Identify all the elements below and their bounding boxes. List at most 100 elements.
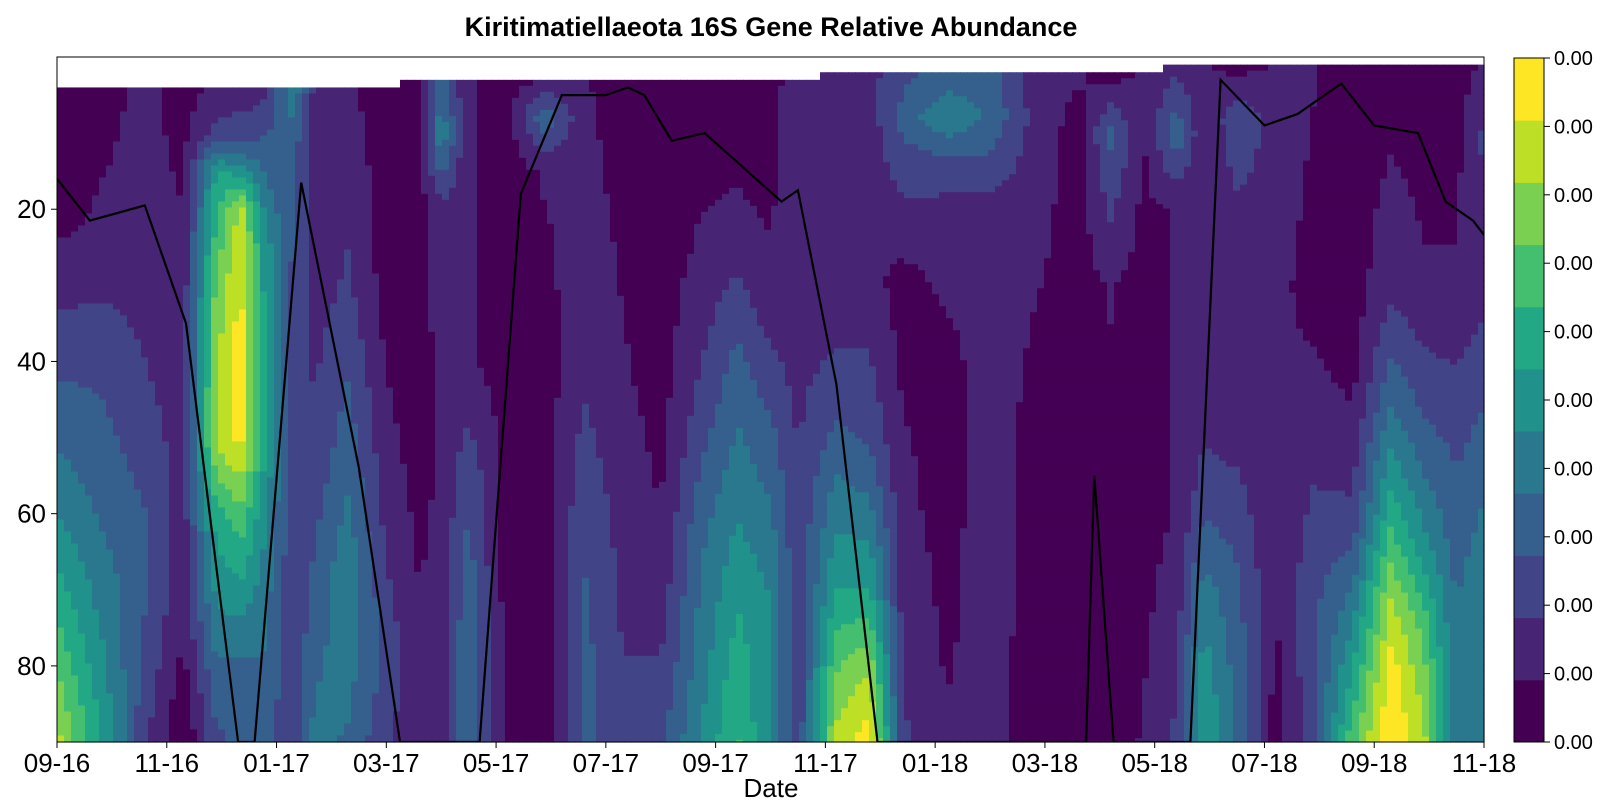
heatmap-cell bbox=[239, 423, 247, 430]
heatmap-cell bbox=[288, 489, 296, 496]
heatmap-cell bbox=[197, 561, 205, 568]
heatmap-cell bbox=[183, 531, 191, 538]
heatmap-cell bbox=[64, 609, 72, 616]
heatmap-cell bbox=[162, 495, 170, 502]
heatmap-cell bbox=[281, 189, 289, 196]
heatmap-cell bbox=[274, 549, 282, 556]
heatmap-cell bbox=[288, 663, 296, 670]
heatmap-cell bbox=[372, 297, 380, 304]
heatmap-cell bbox=[134, 363, 142, 370]
heatmap-cell bbox=[302, 495, 310, 502]
heatmap-cell bbox=[155, 117, 163, 124]
heatmap-cell bbox=[316, 363, 324, 370]
heatmap-cell bbox=[351, 555, 359, 562]
heatmap-cell bbox=[148, 333, 156, 340]
heatmap-cell bbox=[281, 429, 289, 436]
heatmap-cell bbox=[99, 141, 107, 148]
heatmap-cell bbox=[330, 657, 338, 664]
heatmap-cell bbox=[176, 597, 184, 604]
heatmap-cell bbox=[302, 237, 310, 244]
heatmap-cell bbox=[57, 195, 65, 202]
heatmap-cell bbox=[134, 267, 142, 274]
heatmap-cell bbox=[337, 609, 345, 616]
heatmap-cell bbox=[288, 447, 296, 454]
heatmap-cell bbox=[330, 717, 338, 724]
heatmap-cell bbox=[71, 507, 79, 514]
heatmap-cell bbox=[64, 243, 72, 250]
heatmap-cell bbox=[127, 621, 135, 628]
heatmap-cell bbox=[78, 387, 86, 394]
heatmap-cell bbox=[288, 567, 296, 574]
heatmap-cell bbox=[323, 609, 331, 616]
heatmap-cell bbox=[302, 657, 310, 664]
heatmap-cell bbox=[316, 207, 324, 214]
heatmap-cell bbox=[253, 465, 261, 472]
heatmap-cell bbox=[92, 525, 100, 532]
heatmap-cell bbox=[218, 423, 226, 430]
heatmap-cell bbox=[141, 393, 149, 400]
heatmap-cell bbox=[71, 291, 79, 298]
heatmap-cell bbox=[330, 609, 338, 616]
heatmap-cell bbox=[169, 99, 177, 106]
heatmap-cell bbox=[288, 423, 296, 430]
heatmap-cell bbox=[155, 297, 163, 304]
heatmap-cell bbox=[225, 735, 233, 742]
heatmap-cell bbox=[260, 471, 268, 478]
heatmap-cell bbox=[183, 483, 191, 490]
heatmap-cell bbox=[127, 381, 135, 388]
heatmap-cell bbox=[183, 525, 191, 532]
heatmap-cell bbox=[337, 327, 345, 334]
heatmap-cell bbox=[106, 711, 114, 718]
heatmap-cell bbox=[330, 405, 338, 412]
heatmap-cell bbox=[344, 369, 352, 376]
heatmap-cell bbox=[134, 627, 142, 634]
heatmap-cell bbox=[302, 411, 310, 418]
heatmap-cell bbox=[351, 717, 359, 724]
heatmap-cell bbox=[64, 489, 72, 496]
heatmap-cell bbox=[281, 183, 289, 190]
heatmap-cell bbox=[106, 333, 114, 340]
heatmap-cell bbox=[372, 279, 380, 286]
heatmap-cell bbox=[323, 591, 331, 598]
heatmap-cell bbox=[106, 435, 114, 442]
heatmap-cell bbox=[344, 453, 352, 460]
heatmap-cell bbox=[232, 543, 240, 550]
heatmap-cell bbox=[232, 141, 240, 148]
heatmap-cell bbox=[92, 699, 100, 706]
heatmap-cell bbox=[246, 519, 254, 526]
heatmap-cell bbox=[134, 645, 142, 652]
heatmap-cell bbox=[113, 267, 121, 274]
heatmap-cell bbox=[99, 429, 107, 436]
heatmap-cell bbox=[302, 477, 310, 484]
heatmap-cell bbox=[127, 729, 135, 736]
heatmap-cell bbox=[169, 225, 177, 232]
heatmap-cell bbox=[274, 555, 282, 562]
heatmap-cell bbox=[281, 195, 289, 202]
heatmap-cell bbox=[127, 705, 135, 712]
heatmap-cell bbox=[183, 369, 191, 376]
heatmap-cell bbox=[365, 423, 373, 430]
heatmap-cell bbox=[309, 117, 317, 124]
heatmap-cell bbox=[64, 411, 72, 418]
heatmap-cell bbox=[351, 681, 359, 688]
heatmap-cell bbox=[260, 135, 268, 142]
heatmap-cell bbox=[204, 291, 212, 298]
heatmap-cell bbox=[211, 219, 219, 226]
heatmap-cell bbox=[316, 381, 324, 388]
heatmap-cell bbox=[78, 147, 86, 154]
heatmap-cell bbox=[64, 177, 72, 184]
heatmap-cell bbox=[372, 165, 380, 172]
heatmap-cell bbox=[127, 405, 135, 412]
heatmap-cell bbox=[218, 315, 226, 322]
heatmap-cell bbox=[113, 147, 121, 154]
heatmap-cell bbox=[127, 627, 135, 634]
heatmap-cell bbox=[176, 435, 184, 442]
heatmap-cell bbox=[302, 669, 310, 676]
heatmap-cell bbox=[232, 567, 240, 574]
heatmap-cell bbox=[323, 141, 331, 148]
heatmap-cell bbox=[372, 99, 380, 106]
heatmap-cell bbox=[106, 279, 114, 286]
heatmap-cell bbox=[64, 567, 72, 574]
heatmap-cell bbox=[204, 675, 212, 682]
